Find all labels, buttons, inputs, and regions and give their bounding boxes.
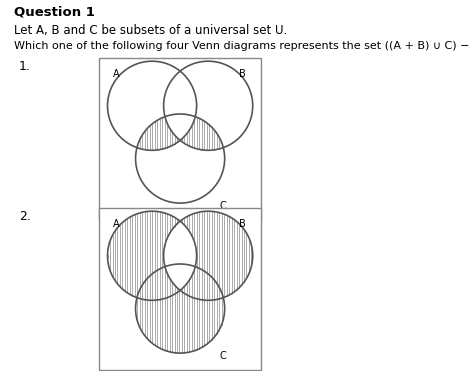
FancyBboxPatch shape	[99, 208, 261, 370]
Text: B: B	[239, 219, 246, 230]
Text: Question 1: Question 1	[14, 6, 95, 19]
Text: C: C	[219, 201, 226, 211]
Text: Let A, B and C be subsets of a universal set U.: Let A, B and C be subsets of a universal…	[14, 24, 287, 38]
Text: 1.: 1.	[19, 60, 31, 73]
Text: A: A	[112, 219, 119, 230]
Text: 2.: 2.	[19, 210, 31, 223]
Text: Which one of the following four Venn diagrams represents the set ((A + B) ∪ C) −: Which one of the following four Venn dia…	[14, 41, 474, 51]
Text: C: C	[219, 351, 226, 361]
FancyBboxPatch shape	[99, 58, 261, 220]
Text: B: B	[239, 69, 246, 80]
Text: A: A	[112, 69, 119, 80]
